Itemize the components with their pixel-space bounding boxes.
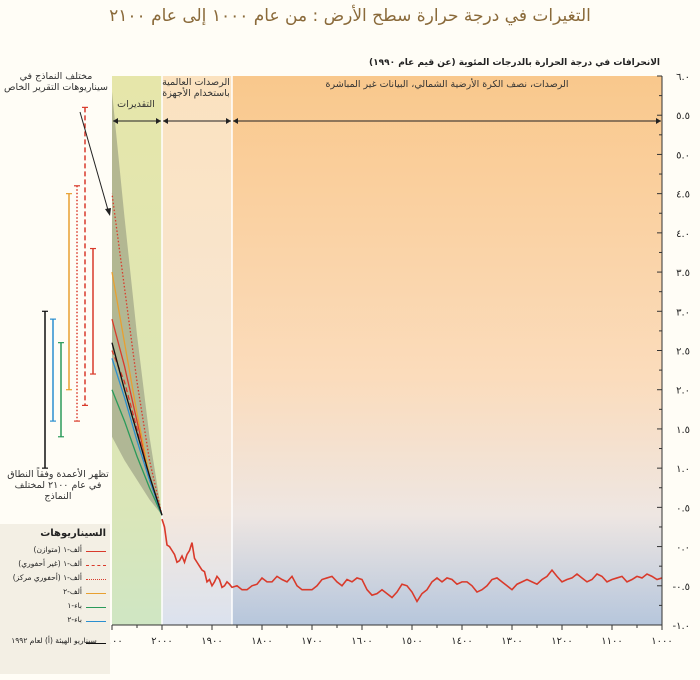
y-tick-label: ٢.٠ bbox=[676, 386, 690, 397]
legend-title: السيناريوهات bbox=[40, 528, 106, 539]
x-tick-label: ١٧٠٠ bbox=[301, 636, 322, 647]
projection-line-5 bbox=[111, 358, 163, 516]
y-tick-label: ٣.٥ bbox=[676, 268, 690, 279]
legend-item-b2: باء-٢ bbox=[0, 614, 110, 628]
period-band-instrumental bbox=[162, 76, 232, 625]
legend: السيناريوهات ألف-١ (متوازن) ألف-١ (غير أ… bbox=[0, 524, 110, 674]
arrow-head bbox=[163, 118, 168, 124]
y-tick-label: ٠.٥ bbox=[676, 503, 690, 514]
period-label-proxy: الرصدات، نصف الكرة الأرضية الشمالي، البي… bbox=[325, 79, 569, 90]
y-tick-label: ٦.٠ bbox=[676, 72, 690, 83]
x-tick-label: ١٢٠٠ bbox=[551, 636, 572, 647]
legend-swatch bbox=[86, 579, 106, 580]
legend-label: ألف-٢ bbox=[63, 587, 82, 596]
arrow-head bbox=[656, 118, 661, 124]
y-tick-label: ٢.٥ bbox=[676, 347, 690, 358]
x-tick-label: ١٠٠٠ bbox=[651, 636, 672, 647]
y-axis-description: الانحرافات في درجة الحرارة بالدرجات المئ… bbox=[368, 58, 660, 68]
legend-swatch bbox=[86, 551, 106, 552]
legend-label: ألف-١ (غير أحفوري) bbox=[18, 559, 82, 568]
x-tick-label: ١٥٠٠ bbox=[401, 636, 422, 647]
projection-line-4 bbox=[111, 389, 163, 516]
legend-item-a1-fossil-intensive: ألف-١ (أحفوري مركز) bbox=[0, 572, 110, 586]
legend-swatch bbox=[86, 593, 106, 594]
legend-label: ألف-١ (أحفوري مركز) bbox=[12, 573, 82, 582]
x-tick-label: ١٤٠٠ bbox=[451, 636, 472, 647]
y-tick-label: -١.٠ bbox=[672, 621, 690, 632]
y-tick-label: -٠.٥ bbox=[672, 582, 690, 593]
legend-item-a1-non-fossil: ألف-١ (غير أحفوري) bbox=[0, 558, 110, 572]
period-label-estimates: التقديرات bbox=[117, 99, 155, 110]
legend-swatch bbox=[86, 621, 106, 622]
y-tick-label: ٣.٠ bbox=[676, 307, 690, 318]
legend-swatch bbox=[86, 607, 106, 608]
y-tick-label: ٤.٥ bbox=[676, 190, 690, 201]
legend-item-a2: ألف-٢ bbox=[0, 586, 110, 600]
legend-label: باء-١ bbox=[67, 601, 82, 610]
legend-swatch bbox=[86, 643, 106, 644]
legend-label-is92a: سيناريو الهيئة (أ) لعام ١٩٩٢ bbox=[11, 636, 97, 645]
x-tick-label: ١٦٠٠ bbox=[351, 636, 372, 647]
arrow-head bbox=[113, 118, 118, 124]
range-bars-note: تظهر الأعمدة وفقاً النطاق في عام ٢١٠٠ لم… bbox=[7, 469, 109, 502]
legend-item-a1-balanced: ألف-١ (متوازن) bbox=[0, 544, 110, 558]
models-special-report-note: مختلف النماذج في سيناريوهات التقرير الخا… bbox=[4, 71, 108, 93]
arrow-head bbox=[233, 118, 238, 124]
uncertainty-envelope bbox=[112, 91, 162, 516]
y-tick-label: ٥.٥ bbox=[676, 111, 690, 122]
y-tick-label: ٤.٠ bbox=[676, 229, 690, 240]
y-tick-label: ١.٠ bbox=[676, 464, 690, 475]
chart-title: التغيرات في درجة حرارة سطح الأرض : من عا… bbox=[109, 6, 591, 26]
legend-label: ألف-١ (متوازن) bbox=[33, 545, 82, 554]
x-tick-label: ٢٠٠٠ bbox=[151, 636, 172, 647]
y-tick-label: ١.٥ bbox=[676, 425, 690, 436]
arrow-head bbox=[226, 118, 231, 124]
annotation-arrow bbox=[79, 111, 109, 211]
legend-label: باء-٢ bbox=[67, 615, 82, 624]
x-tick-label: ١٨٠٠ bbox=[251, 636, 272, 647]
projection-line-6 bbox=[111, 342, 163, 516]
legend-item-b1: باء-١ bbox=[0, 600, 110, 614]
y-tick-label: ٠.٠ bbox=[676, 543, 690, 554]
annotation-arrow-head bbox=[105, 208, 111, 216]
x-tick-label: ١٩٠٠ bbox=[201, 636, 222, 647]
period-label-instrumental: الرصدات العالمية باستخدام الأجهزة bbox=[162, 77, 230, 99]
legend-item-is92a-swatch bbox=[0, 636, 110, 650]
x-tick-label: ٢١٠٠ bbox=[101, 636, 122, 647]
x-tick-label: ١٣٠٠ bbox=[501, 636, 522, 647]
legend-swatch bbox=[86, 565, 106, 566]
x-tick-label: ١١٠٠ bbox=[601, 636, 622, 647]
y-tick-label: ٥.٠ bbox=[676, 150, 690, 161]
observed-temperature-line bbox=[161, 518, 663, 604]
arrow-head bbox=[156, 118, 161, 124]
period-band-proxy bbox=[232, 76, 662, 625]
